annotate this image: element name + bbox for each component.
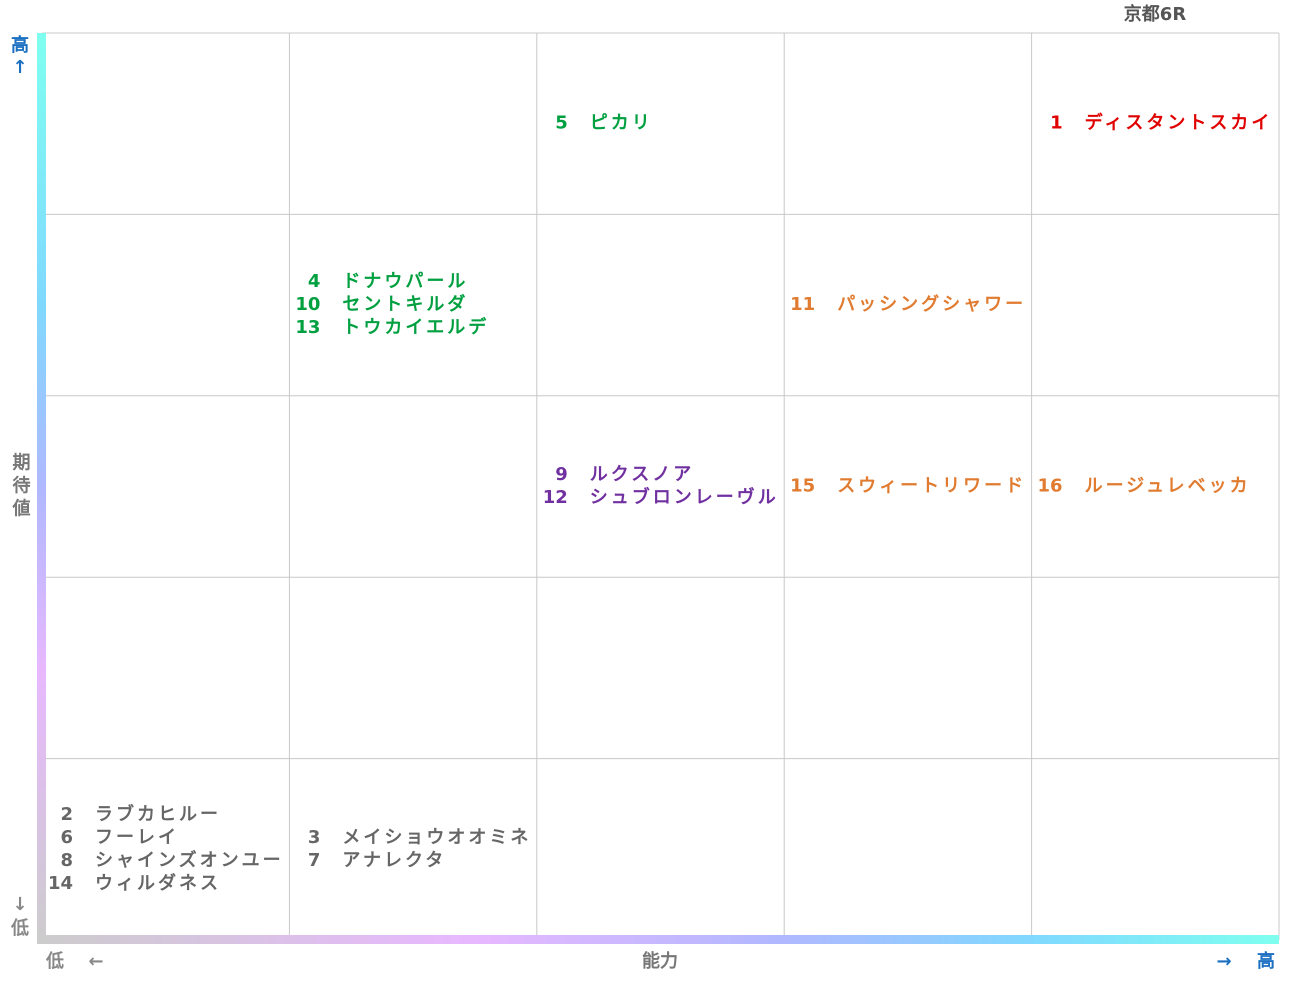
horse-name: トウカイエルデ: [342, 316, 489, 338]
horse-number: 11: [790, 294, 815, 315]
x-high-arrow: →: [1216, 951, 1231, 972]
horse-name: シャインズオンユー: [95, 849, 284, 871]
horse-name: フーレイ: [95, 827, 179, 848]
horse-number: 16: [1038, 476, 1063, 497]
horse-name: アナレクタ: [342, 850, 446, 871]
y-high-arrow: ↑: [12, 57, 27, 78]
horse-number: 2: [60, 804, 73, 825]
y-label: 期待値: [10, 452, 32, 521]
horse-number: 6: [60, 827, 73, 848]
x-label: 能力: [642, 950, 678, 972]
horse-name: メイショウオオミネ: [342, 827, 531, 848]
horse-number: 12: [543, 487, 568, 508]
horse-number: 13: [295, 317, 320, 338]
horse-name: ピカリ: [590, 113, 653, 134]
horse-number: 15: [790, 476, 815, 497]
horse-name: ラブカヒルー: [95, 803, 221, 825]
horse-name: ドナウパール: [342, 271, 468, 292]
horse-name: スウィートリワード: [837, 476, 1026, 497]
y-low: 低: [10, 917, 29, 939]
horse-number: 9: [555, 464, 568, 485]
x-low: 低: [45, 950, 64, 972]
horse-number: 8: [60, 850, 73, 871]
x-high: 高: [1257, 950, 1275, 972]
y-high: 高: [11, 34, 29, 56]
x-axis-bar: [37, 935, 1279, 944]
y-axis-bar: [37, 33, 46, 944]
horse-name: ディスタントスカイ: [1085, 112, 1273, 134]
x-low-arrow: ←: [88, 951, 103, 972]
horse-number: 1: [1050, 113, 1063, 134]
horse-number: 4: [308, 271, 321, 292]
horse-number: 5: [555, 113, 568, 134]
horse-number: 14: [48, 873, 73, 894]
horse-name: パッシングシャワー: [837, 293, 1026, 315]
horse-name: シュブロンレーヴル: [590, 486, 779, 508]
horse-name: ルクスノア: [590, 464, 694, 485]
horse-number: 10: [295, 294, 320, 315]
horse-name: ルージュレベッカ: [1085, 476, 1251, 497]
y-low-arrow: ↓: [12, 894, 27, 915]
horse-number: 3: [308, 827, 321, 848]
horse-name: セントキルダ: [342, 293, 468, 315]
title: 京都6R: [1124, 3, 1187, 25]
horse-number: 7: [308, 850, 321, 871]
horse-name: ウィルダネス: [95, 872, 221, 894]
